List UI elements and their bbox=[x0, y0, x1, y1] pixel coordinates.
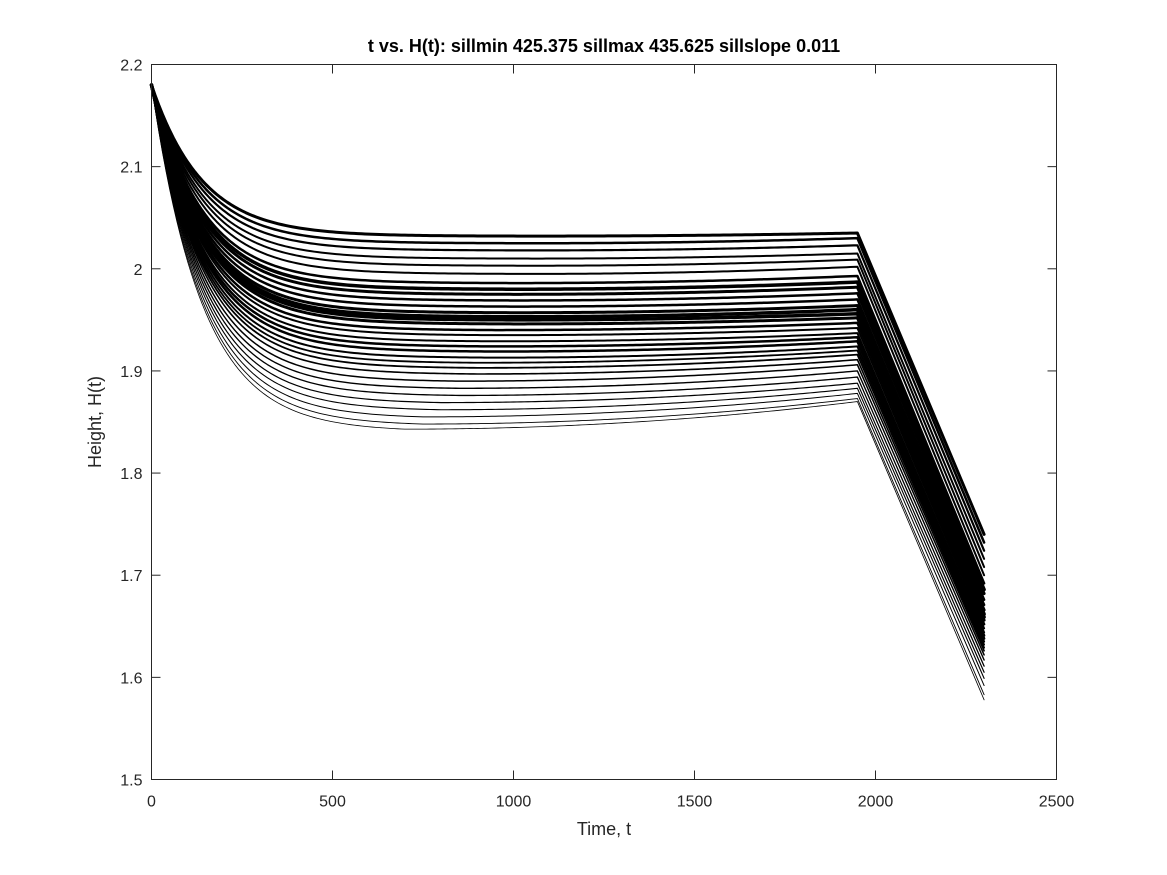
x-tick-label: 2500 bbox=[1039, 794, 1075, 811]
series-layer bbox=[149, 83, 986, 701]
y-tick-label: 1.9 bbox=[120, 364, 142, 381]
series-line-1 bbox=[150, 83, 986, 544]
series-line-29 bbox=[151, 84, 985, 687]
series-line-2 bbox=[150, 83, 986, 552]
y-tick-label: 1.6 bbox=[120, 670, 142, 687]
x-axis-label: Time, t bbox=[577, 819, 631, 839]
series-line-7 bbox=[149, 83, 986, 592]
series-line-6 bbox=[150, 83, 986, 585]
x-tick-label: 0 bbox=[147, 794, 156, 811]
series-line-31 bbox=[151, 84, 985, 701]
x-tick-label: 500 bbox=[319, 794, 346, 811]
series-line-12 bbox=[149, 83, 986, 616]
series-line-17 bbox=[150, 83, 986, 634]
series-line-24 bbox=[150, 84, 985, 656]
series-line-9 bbox=[150, 83, 986, 601]
y-tick-label: 1.7 bbox=[120, 568, 142, 585]
y-tick-label: 2.1 bbox=[120, 160, 142, 177]
series-line-18 bbox=[150, 83, 986, 637]
ticks-layer: 0 500 1000 1500 2000 2500 1.5 1.6 1.7 1.8 1.9 2 2.1 2… bbox=[120, 58, 1074, 811]
chart-title: t vs. H(t): sillmin 425.375 sillmax 435.… bbox=[368, 36, 840, 56]
series-line-21 bbox=[150, 84, 985, 646]
series-line-19 bbox=[150, 83, 986, 640]
series-line-15 bbox=[150, 83, 986, 626]
series-line-16 bbox=[150, 83, 986, 630]
series-line-0 bbox=[150, 83, 986, 536]
series-line-11 bbox=[150, 83, 986, 612]
x-tick-label: 1500 bbox=[677, 794, 713, 811]
series-line-27 bbox=[150, 84, 985, 673]
series-line-4 bbox=[150, 83, 986, 569]
axes-box bbox=[151, 64, 1057, 780]
x-tick-label: 2000 bbox=[858, 794, 894, 811]
series-line-20 bbox=[150, 83, 986, 643]
series-line-28 bbox=[150, 84, 985, 679]
series-line-10 bbox=[150, 83, 986, 607]
series-line-13 bbox=[149, 83, 986, 619]
series-line-8 bbox=[150, 83, 986, 596]
y-tick-label: 2.2 bbox=[120, 58, 142, 75]
series-line-3 bbox=[150, 83, 986, 560]
series-line-23 bbox=[150, 84, 985, 652]
y-tick-label: 1.8 bbox=[120, 466, 142, 483]
series-line-26 bbox=[150, 84, 985, 667]
x-tick-label: 1000 bbox=[496, 794, 532, 811]
series-line-22 bbox=[150, 84, 985, 649]
y-tick-label: 2 bbox=[134, 262, 143, 279]
series-line-14 bbox=[150, 83, 986, 622]
y-axis-label: Height, H(t) bbox=[85, 376, 105, 468]
y-tick-label: 1.5 bbox=[120, 773, 142, 790]
series-line-5 bbox=[150, 83, 986, 577]
series-line-25 bbox=[150, 84, 985, 661]
series-line-30 bbox=[151, 84, 985, 696]
